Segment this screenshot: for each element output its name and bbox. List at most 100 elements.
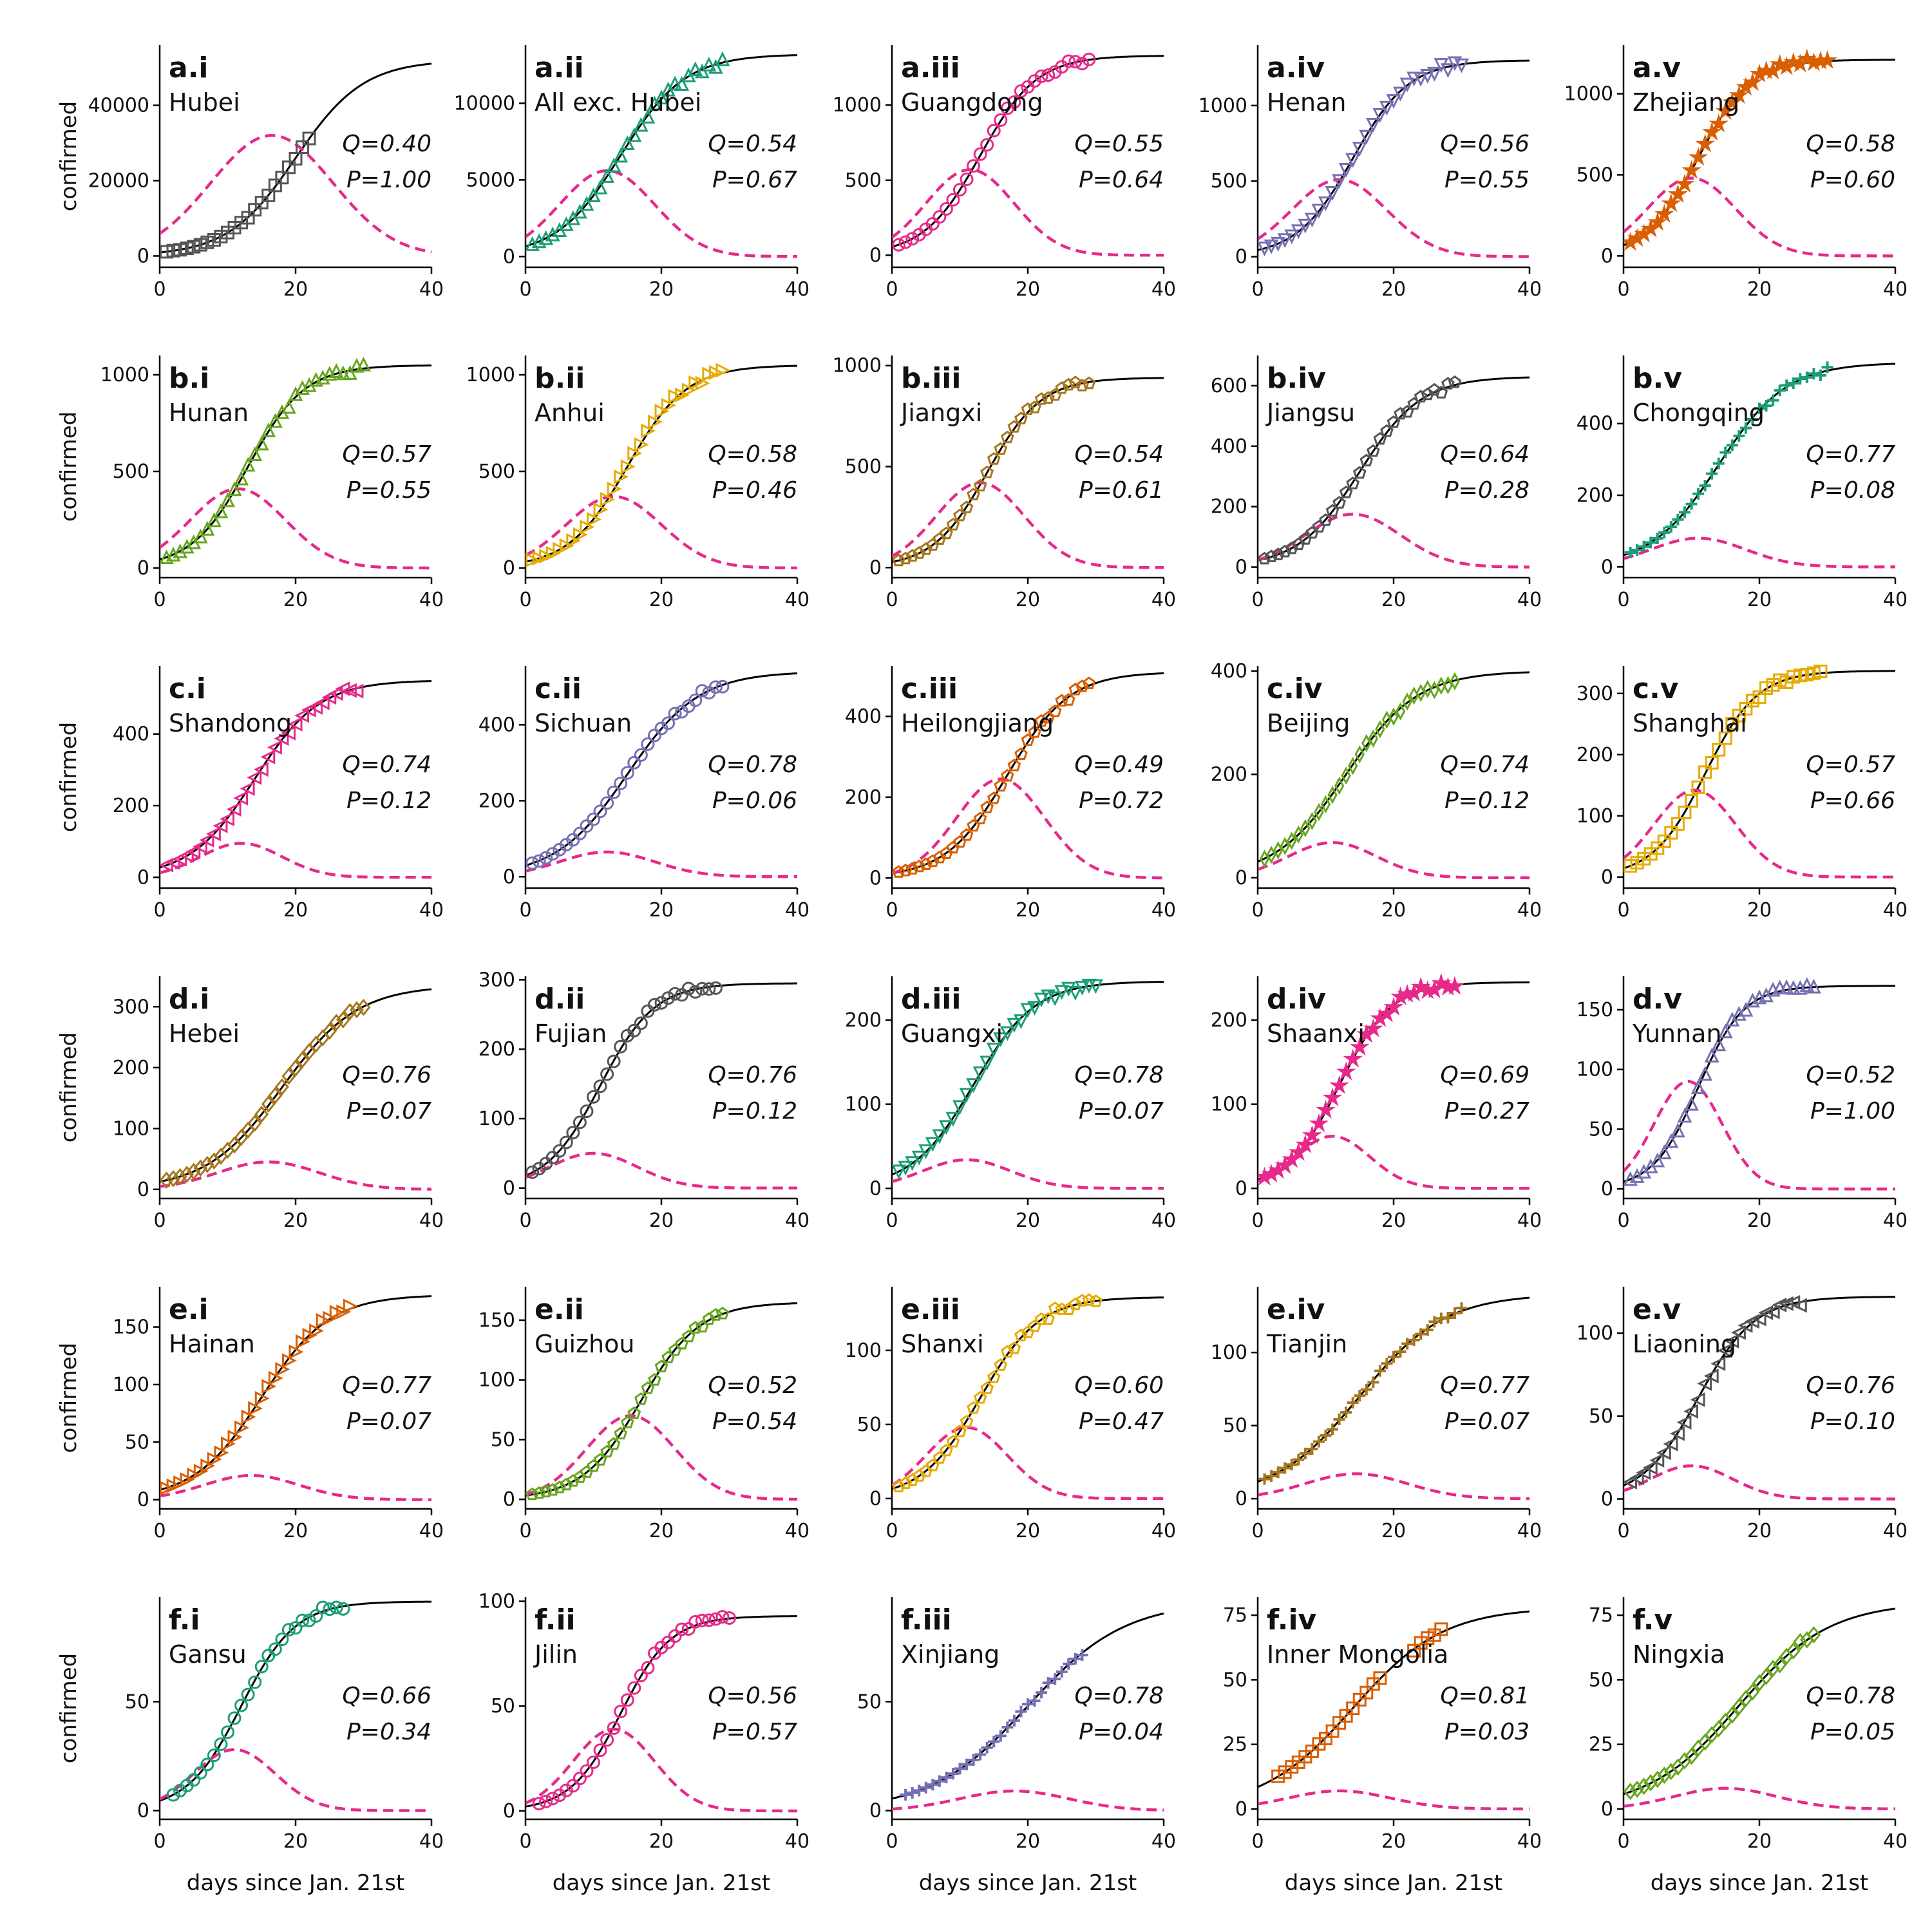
- y-tick-label: 100: [1577, 1059, 1613, 1081]
- data-point: [925, 538, 940, 551]
- data-point: [1684, 1095, 1699, 1111]
- q-value: Q=0.69: [1440, 1062, 1530, 1088]
- data-point: [1047, 991, 1063, 1007]
- data-point: [173, 543, 188, 558]
- q-value: Q=0.77: [342, 1372, 431, 1399]
- data-point: [1278, 544, 1292, 558]
- y-tick-label: 600: [1211, 375, 1247, 397]
- data-point: [559, 1477, 573, 1491]
- data-point: [1688, 147, 1709, 166]
- infected-curve: [526, 850, 797, 878]
- data-point: [1661, 193, 1681, 213]
- data-point: [614, 469, 629, 484]
- data-point: [1014, 84, 1028, 98]
- data-point: [600, 796, 614, 810]
- data-point: [954, 1763, 966, 1775]
- infected-curve: [1258, 841, 1530, 880]
- data-point: [1089, 1294, 1103, 1307]
- data-point: [1271, 547, 1285, 560]
- x-tick-label: 20: [283, 899, 308, 922]
- data-point: [1393, 86, 1408, 102]
- data-point: [1630, 856, 1644, 870]
- data-point: [1388, 707, 1399, 726]
- data-point: [1306, 1443, 1318, 1455]
- data-point: [1401, 1338, 1414, 1350]
- data-point: [925, 217, 940, 231]
- plot-area: [526, 51, 798, 258]
- data-point: [1703, 1368, 1719, 1384]
- x-tick-label: 40: [785, 278, 810, 301]
- infected-curve: [160, 134, 432, 254]
- region-label: Jiangxi: [900, 399, 982, 427]
- y-tick-label: 1000: [833, 94, 882, 117]
- data-point: [668, 706, 682, 721]
- data-point: [654, 404, 670, 419]
- data-point: [545, 226, 560, 242]
- x-tick-label: 20: [1016, 1830, 1040, 1853]
- data-point: [1711, 1036, 1727, 1052]
- panel-tag: f.iii: [901, 1604, 952, 1636]
- data-point: [166, 1478, 182, 1493]
- data-point: [999, 1026, 1015, 1041]
- data-point: [1624, 1475, 1638, 1490]
- data-point: [274, 1078, 289, 1095]
- region-label: Yunnan: [1632, 1019, 1721, 1048]
- panel-d-ii: 0 20 40 0 100 200 300 d.ii Fujian Q=0.76 P=0.12: [478, 969, 810, 1232]
- plot-area: [526, 981, 797, 1190]
- infected-curve: [526, 495, 797, 570]
- fit-curve: [526, 982, 797, 1177]
- data-point: [180, 1472, 195, 1487]
- data-point: [1293, 825, 1304, 844]
- region-label: Sichuan: [535, 709, 632, 737]
- data-point: [953, 183, 967, 197]
- data-point: [1751, 1311, 1766, 1327]
- data-point: [1732, 1698, 1747, 1716]
- x-tick-label: 0: [886, 278, 898, 301]
- data-point: [1773, 673, 1787, 687]
- data-point: [1082, 376, 1096, 390]
- q-value: Q=0.81: [1440, 1683, 1530, 1709]
- panel-a-v: 0 20 40 0 500 1000 a.v Zhejiang Q=0.58 P=0.60: [1564, 45, 1908, 301]
- y-tick-label: 100: [1211, 1341, 1247, 1364]
- data-point: [1028, 725, 1041, 738]
- data-point: [1786, 670, 1801, 684]
- data-point: [1034, 992, 1049, 1008]
- data-point: [532, 551, 547, 566]
- data-point: [199, 833, 214, 848]
- data-point: [987, 124, 1001, 138]
- q-value: Q=0.78: [1806, 1683, 1895, 1709]
- data-point: [1284, 229, 1300, 245]
- data-point: [1656, 1144, 1672, 1160]
- panel-a-iv: 0 20 40 0 500 1000 a.iv Henan Q=0.56 P=0.55: [1198, 45, 1542, 301]
- infected-curve: [1258, 178, 1530, 258]
- panel-tag: e.v: [1633, 1293, 1681, 1326]
- data-point: [1743, 72, 1763, 91]
- infected-curve: [160, 1473, 431, 1501]
- data-point: [281, 1623, 296, 1637]
- plot-area: [526, 1302, 798, 1501]
- data-point: [1739, 702, 1753, 716]
- data-point: [1420, 68, 1435, 84]
- data-point: [1678, 806, 1692, 820]
- data-point: [1712, 743, 1726, 757]
- infected-curve: [1624, 536, 1895, 569]
- data-point: [1345, 153, 1361, 168]
- panel-f-iii: 0 20 40 0 50 f.iii Xinjiang Q=0.78 P=0.04 days si…: [857, 1597, 1176, 1896]
- data-point: [1075, 379, 1089, 392]
- data-point: [545, 1482, 560, 1496]
- y-tick-label: 0: [1235, 246, 1247, 269]
- data-point: [1336, 1061, 1356, 1081]
- data-point: [647, 728, 661, 743]
- panel-tag: f.v: [1633, 1604, 1672, 1636]
- fit-curve: [1258, 1610, 1530, 1788]
- data-point: [294, 708, 310, 723]
- data-point: [1421, 1324, 1434, 1336]
- data-point: [600, 1733, 614, 1747]
- data-point: [1258, 1473, 1271, 1485]
- data-point: [193, 1159, 208, 1177]
- data-point: [911, 1150, 927, 1166]
- data-point: [1319, 1732, 1332, 1746]
- x-tick-label: 20: [1381, 1520, 1406, 1542]
- data-point: [892, 553, 905, 567]
- data-point: [1069, 1653, 1081, 1665]
